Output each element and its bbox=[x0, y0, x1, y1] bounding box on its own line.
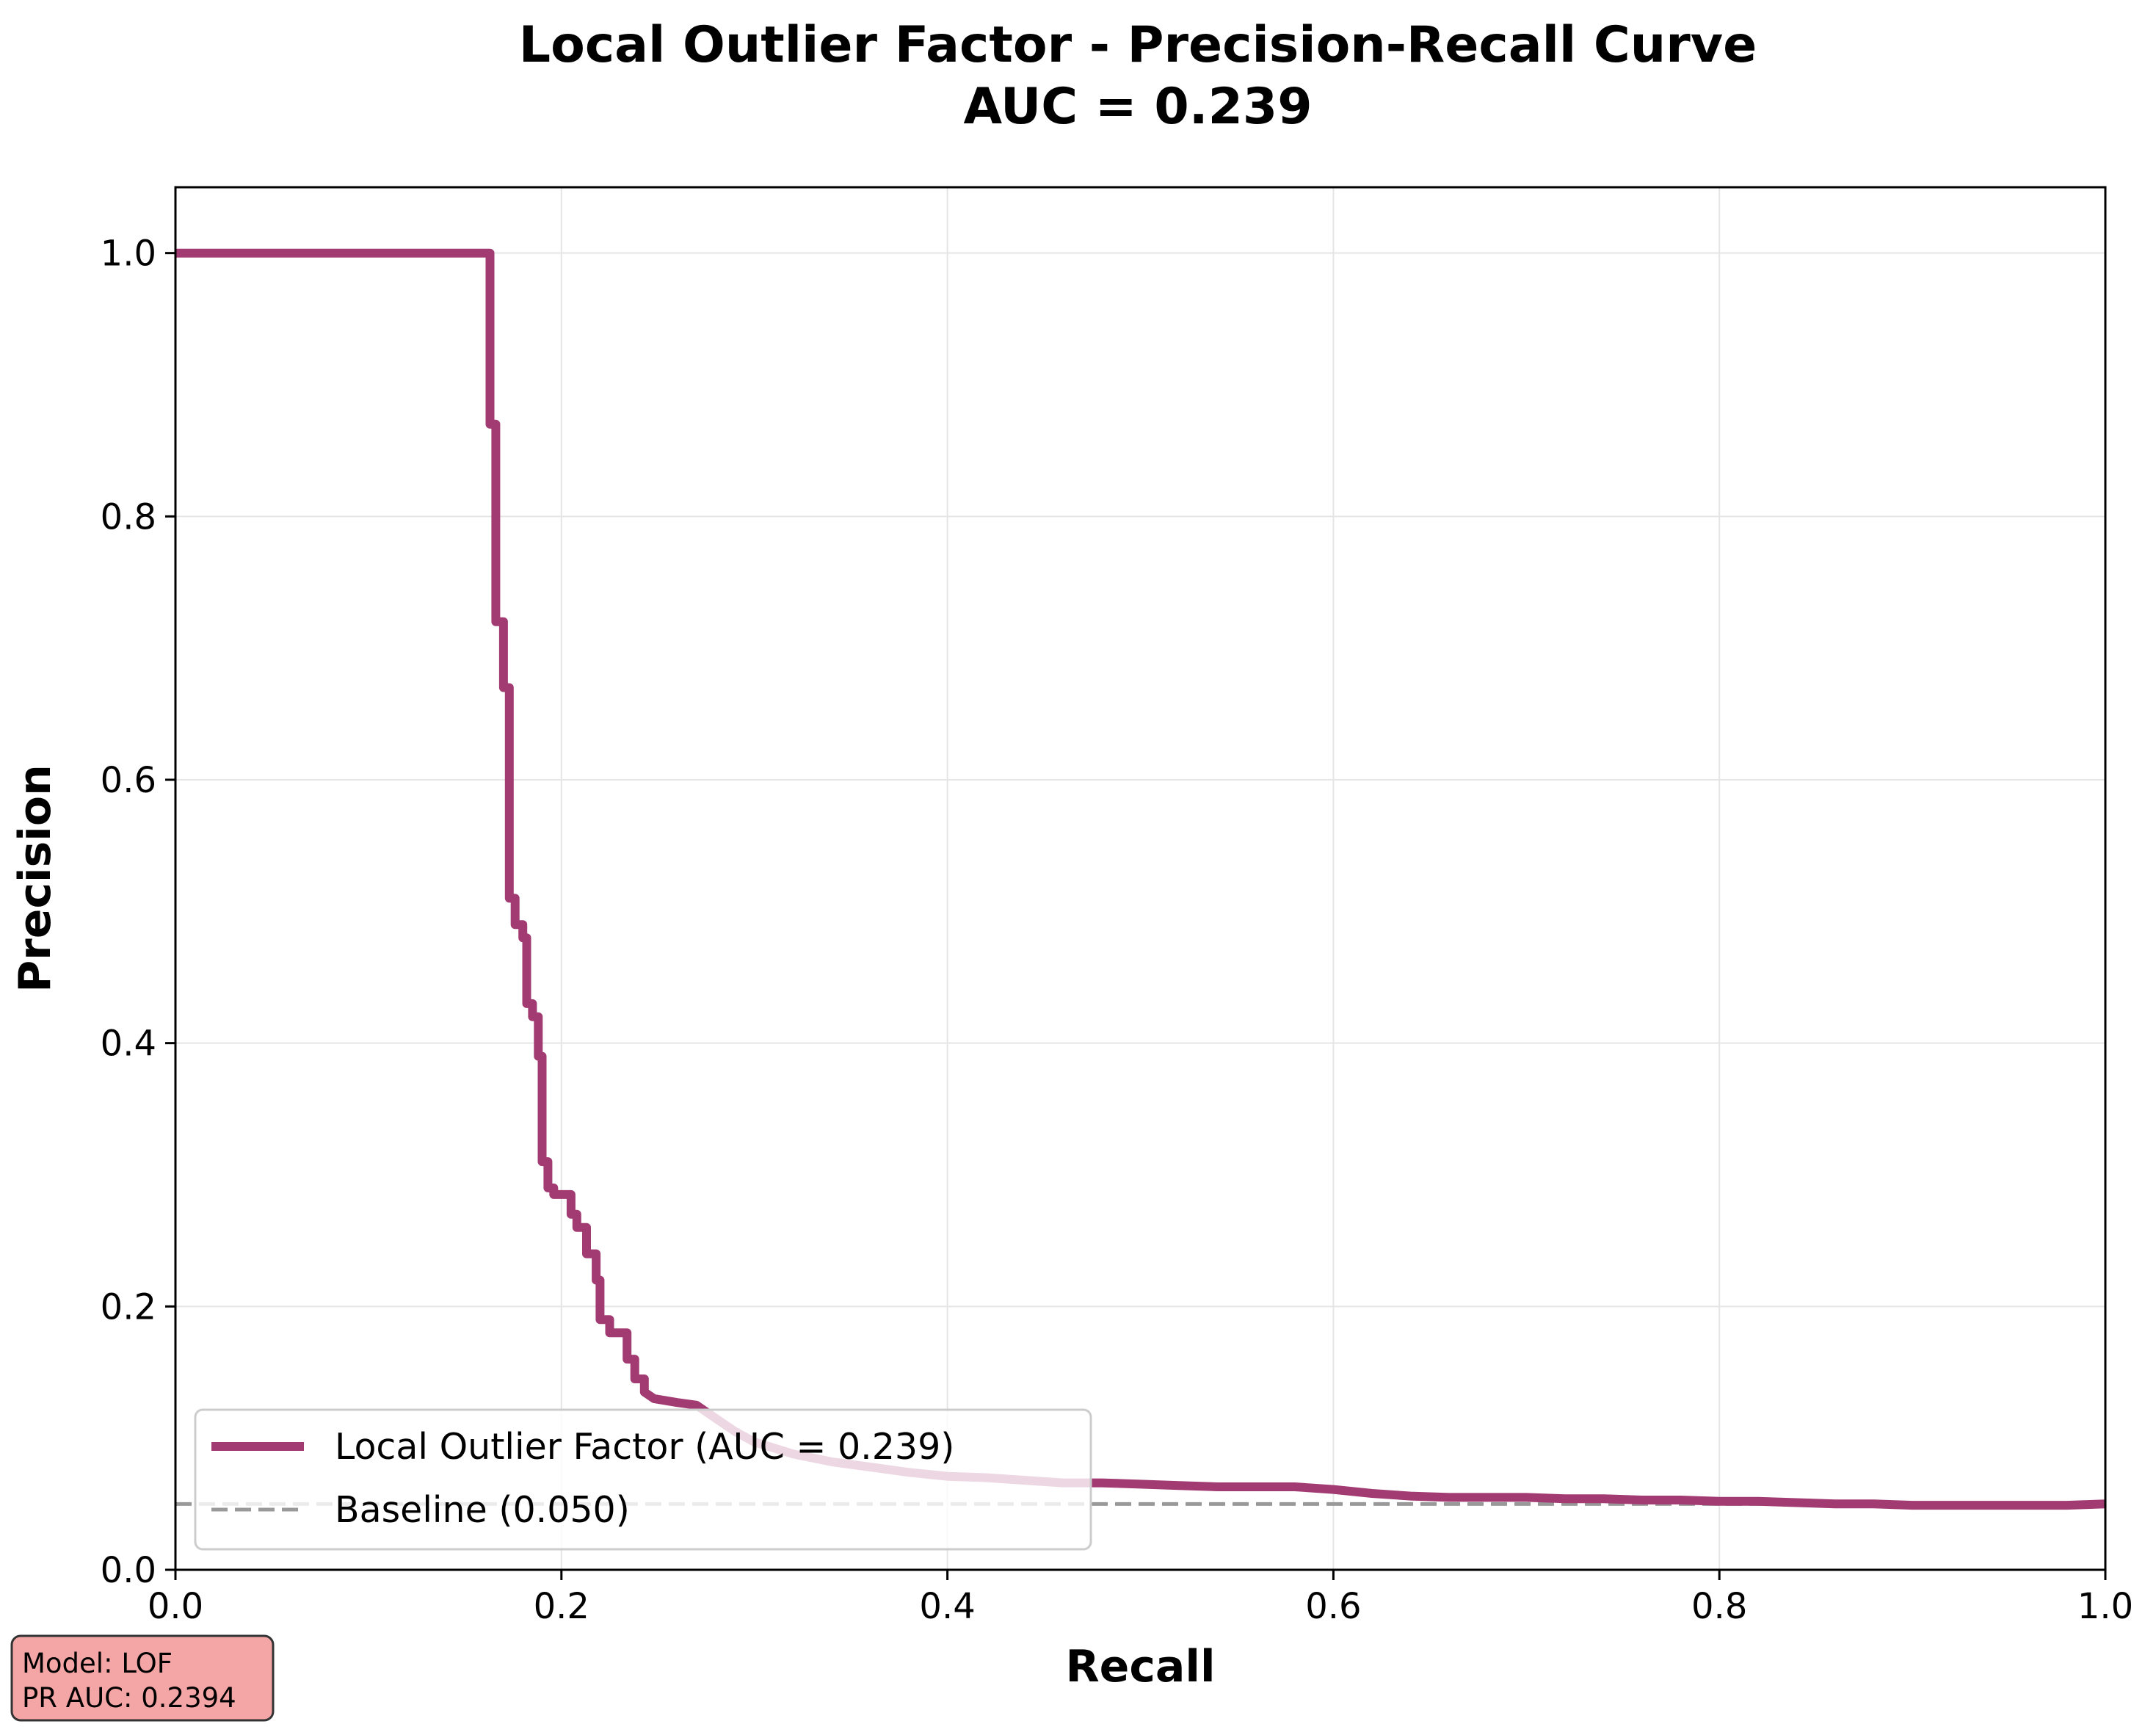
x-tick-label-2: 0.4 bbox=[919, 1586, 975, 1627]
y-tick-label-2: 0.4 bbox=[101, 1024, 156, 1065]
legend-entry-lof: Local Outlier Factor (AUC = 0.239) bbox=[335, 1426, 954, 1468]
y-tick-label-1: 0.2 bbox=[101, 1286, 156, 1327]
legend: Local Outlier Factor (AUC = 0.239) Basel… bbox=[194, 1408, 1092, 1551]
y-tick-label-3: 0.6 bbox=[101, 760, 156, 801]
info-model-label: Model: LOF bbox=[22, 1648, 173, 1679]
grid bbox=[175, 187, 2106, 1571]
series-lof-curve bbox=[175, 248, 2106, 1510]
x-tick-label-5: 1.0 bbox=[2077, 1586, 2133, 1627]
ticks: 0.0 0.2 0.4 0.6 0.8 1.0 0.0 0.2 0.4 0.6 0.8 1.0 bbox=[101, 233, 2134, 1627]
y-tick-label-4: 0.8 bbox=[101, 496, 156, 537]
y-tick-label-5: 1.0 bbox=[101, 233, 156, 275]
info-box-background bbox=[10, 1634, 275, 1722]
chart-title: Local Outlier Factor - Precision-Recall … bbox=[519, 16, 1757, 74]
model-info-box: Model: LOF PR AUC: 0.2394 bbox=[10, 1634, 275, 1722]
plot-frame bbox=[174, 186, 2107, 1571]
x-tick-label-3: 0.6 bbox=[1305, 1586, 1361, 1627]
chart-subtitle: AUC = 0.239 bbox=[963, 78, 1312, 136]
series-layer bbox=[175, 248, 2106, 1510]
x-tick-label-0: 0.0 bbox=[148, 1586, 203, 1627]
info-pr-auc-label: PR AUC: 0.2394 bbox=[22, 1682, 236, 1714]
legend-box bbox=[194, 1408, 1092, 1551]
axes bbox=[174, 186, 2107, 1571]
y-axis-label: Precision bbox=[10, 764, 61, 993]
y-tick-label-0: 0.0 bbox=[101, 1550, 156, 1591]
x-axis-label: Recall bbox=[1065, 1641, 1215, 1692]
x-tick-label-4: 0.8 bbox=[1691, 1586, 1747, 1627]
x-tick-label-1: 0.2 bbox=[534, 1586, 589, 1627]
legend-entry-baseline: Baseline (0.050) bbox=[335, 1489, 630, 1531]
